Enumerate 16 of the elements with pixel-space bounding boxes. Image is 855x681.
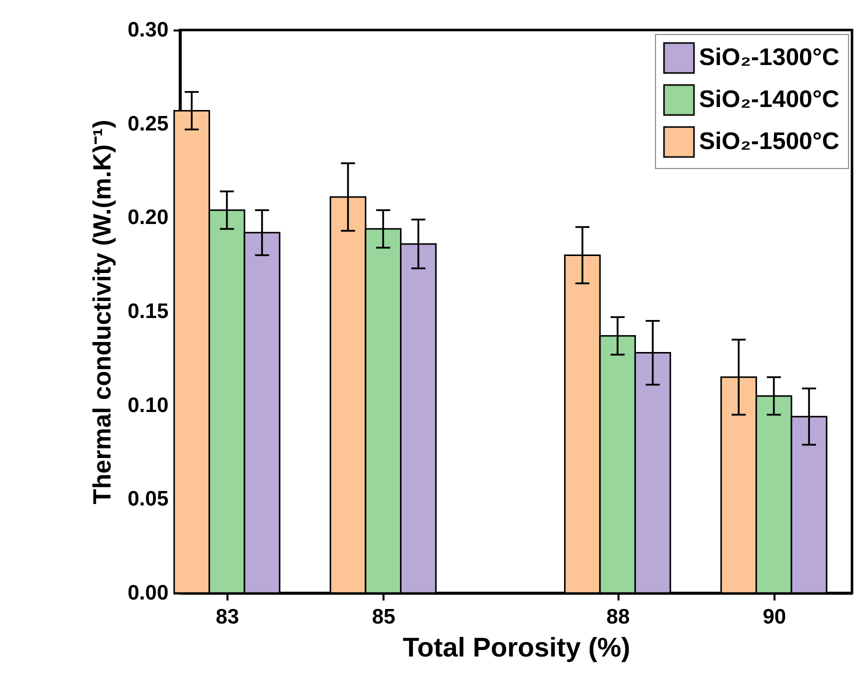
- x-axis-title: Total Porosity (%): [402, 632, 630, 662]
- x-tick-label: 90: [762, 606, 786, 628]
- x-tick-label: 85: [372, 606, 396, 628]
- y-tick-label: 0.15: [128, 300, 169, 323]
- legend-label: SiO₂-1400°C: [699, 86, 840, 113]
- x-tick-label: 88: [606, 606, 630, 628]
- y-tick-label: 0.20: [128, 206, 168, 230]
- y-axis-title: Thermal conductivity (W.(m.K)⁻¹): [88, 120, 117, 504]
- x-tick-label: 83: [216, 606, 240, 628]
- legend-label: SiO₂-1500°C: [699, 128, 840, 155]
- y-tick-label: 0.25: [128, 112, 169, 136]
- legend-label: SiO₂-1300°C: [699, 44, 840, 71]
- y-tick-label: 0.05: [128, 488, 169, 511]
- y-tick-label: 0.10: [128, 394, 168, 417]
- y-tick-label: 0.00: [128, 582, 168, 604]
- y-tick-label: 0.30: [128, 18, 168, 42]
